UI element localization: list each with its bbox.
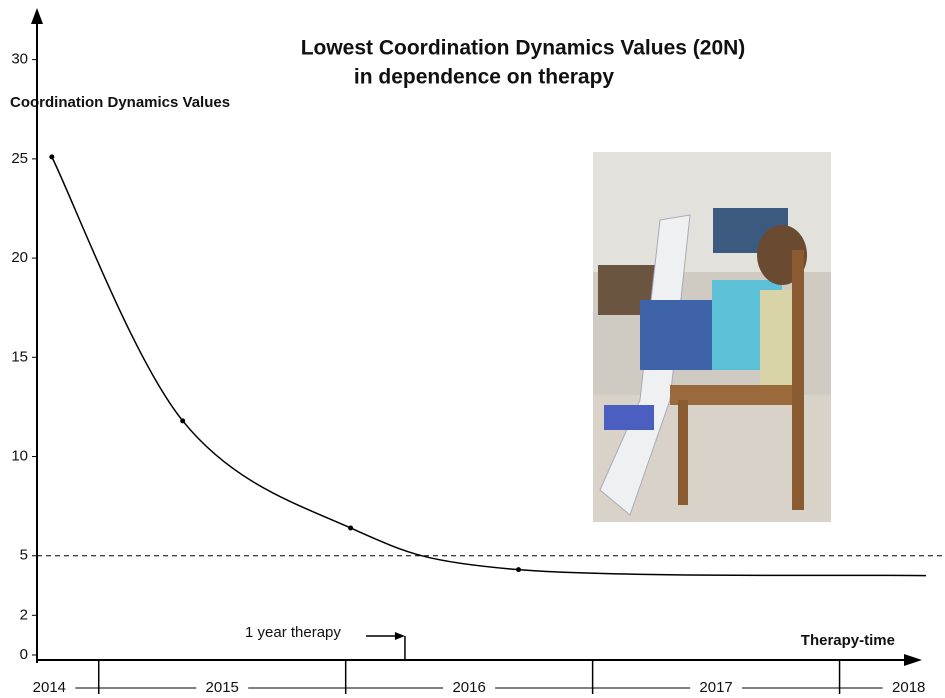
data-point bbox=[49, 154, 54, 159]
x-tick-label: 2017 bbox=[699, 679, 732, 696]
y-tick-label: 20 bbox=[11, 249, 28, 266]
x-axis-label: Therapy-time bbox=[801, 632, 895, 649]
y-tick-label: 0 bbox=[20, 646, 28, 663]
chart: Lowest Coordination Dynamics Values (20N… bbox=[0, 0, 945, 698]
photo bbox=[593, 152, 831, 522]
x-tick-label: 2015 bbox=[206, 679, 239, 696]
data-point bbox=[180, 418, 185, 423]
annotation-arrowhead bbox=[395, 632, 405, 640]
annotation: 1 year therapy bbox=[245, 624, 341, 641]
y-tick-label: 5 bbox=[20, 547, 28, 564]
data-point bbox=[516, 567, 521, 572]
chart-title: Lowest Coordination Dynamics Values (20N… bbox=[301, 37, 746, 60]
x-tick-label: 2014 bbox=[33, 679, 66, 696]
y-tick-label: 25 bbox=[11, 150, 28, 167]
y-tick-label: 10 bbox=[11, 448, 28, 465]
data-point bbox=[348, 525, 353, 530]
x-axis-arrow bbox=[904, 654, 922, 666]
x-tick-label: 2018 bbox=[892, 679, 925, 696]
y-tick-label: 2 bbox=[20, 606, 28, 623]
chart-subtitle: in dependence on therapy bbox=[354, 66, 615, 89]
y-axis-label: Coordination Dynamics Values bbox=[10, 94, 230, 111]
x-tick-label: 2016 bbox=[452, 679, 485, 696]
y-axis-arrow bbox=[31, 8, 43, 24]
y-tick-label: 30 bbox=[11, 51, 28, 68]
y-tick-label: 15 bbox=[11, 348, 28, 365]
